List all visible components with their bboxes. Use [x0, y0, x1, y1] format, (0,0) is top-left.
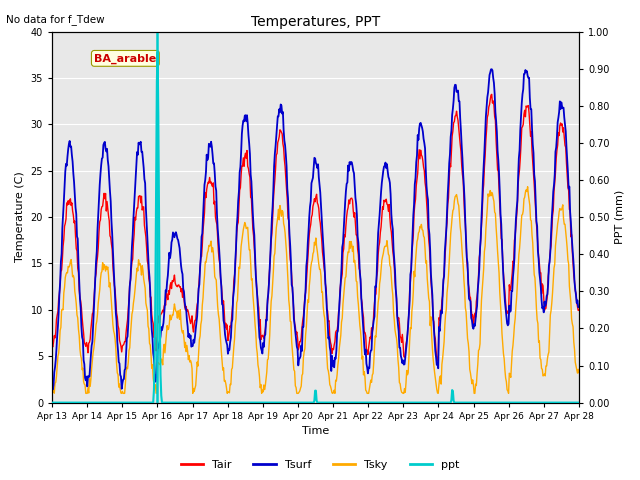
Text: No data for f_Tdew: No data for f_Tdew [6, 14, 105, 25]
Y-axis label: PPT (mm): PPT (mm) [615, 190, 625, 244]
Legend: Tair, Tsurf, Tsky, ppt: Tair, Tsurf, Tsky, ppt [176, 456, 464, 474]
Text: BA_arable: BA_arable [94, 53, 156, 63]
Y-axis label: Temperature (C): Temperature (C) [15, 172, 25, 263]
X-axis label: Time: Time [302, 426, 329, 436]
Title: Temperatures, PPT: Temperatures, PPT [251, 15, 380, 29]
